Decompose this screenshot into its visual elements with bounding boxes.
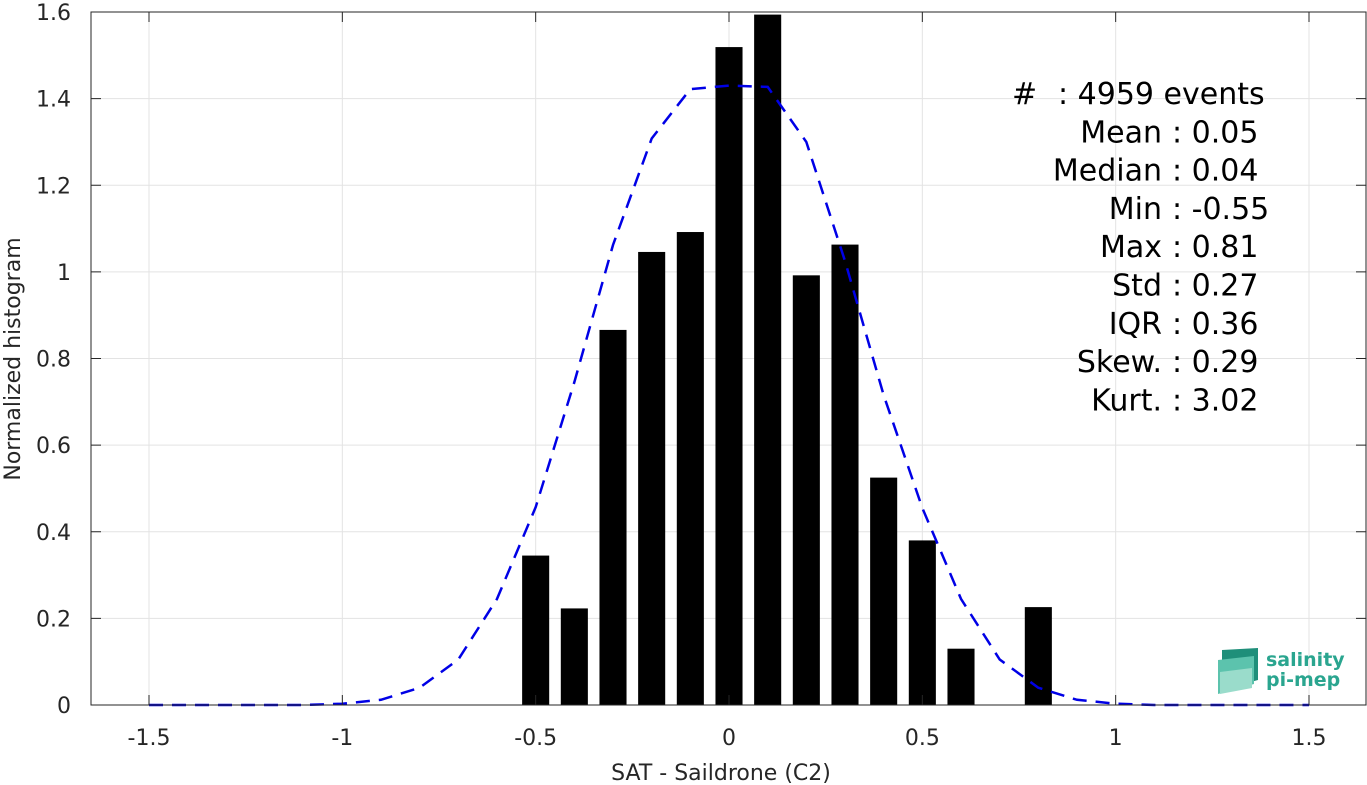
- stat-label: Min: [1109, 192, 1162, 227]
- x-axis-label: SAT - Saildrone (C2): [611, 761, 831, 785]
- stat-row: Max : 0.81: [1100, 230, 1258, 265]
- stat-label: #: [1012, 77, 1037, 112]
- stat-row: Kurt. : 3.02: [1091, 383, 1258, 418]
- stat-value: : 0.29: [1172, 345, 1258, 380]
- histogram-bar: [870, 477, 898, 705]
- stat-row: IQR : 0.36: [1109, 307, 1259, 342]
- stat-row: Median : 0.04: [1053, 154, 1259, 189]
- histogram-bar: [908, 540, 936, 705]
- stat-value: : 0.04: [1172, 154, 1258, 189]
- x-tick-label: 1.5: [1292, 726, 1327, 751]
- y-tick-label: 0.2: [36, 607, 71, 632]
- histogram-bar: [715, 47, 743, 705]
- stat-row: Std : 0.27: [1112, 269, 1258, 304]
- x-tick-label: 0: [722, 726, 736, 751]
- stat-row: Min : -0.55: [1109, 192, 1270, 227]
- stat-value: : 0.81: [1172, 230, 1258, 265]
- x-tick-label: -1: [331, 726, 353, 751]
- stat-row: Mean : 0.05: [1080, 115, 1258, 150]
- y-tick-label: 0.4: [36, 521, 71, 546]
- y-tick-label: 1.2: [36, 174, 71, 199]
- stat-label: Median: [1053, 154, 1162, 189]
- stat-value: : 3.02: [1172, 383, 1258, 418]
- x-tick-label: 1: [1109, 726, 1123, 751]
- y-tick-label: 1.6: [36, 1, 71, 26]
- salinity-pi-mep-logo: salinity pi-mep: [1218, 648, 1345, 694]
- y-tick-label: 0: [57, 694, 71, 719]
- y-tick-label: 0.6: [36, 434, 71, 459]
- histogram-bar: [560, 608, 588, 705]
- x-tick-label: 0.5: [905, 726, 940, 751]
- stat-row: Skew. : 0.29: [1077, 345, 1259, 380]
- stat-value: : 4959 events: [1058, 77, 1265, 112]
- stat-value: : 0.05: [1172, 115, 1258, 150]
- x-axis: -1.5 -1 -0.5 0 0.5 1 1.5: [128, 12, 1327, 751]
- stat-label: Mean: [1080, 115, 1162, 150]
- stat-value: : 0.36: [1172, 307, 1258, 342]
- y-tick-label: 1.4: [36, 88, 71, 113]
- logo-text-pi-mep: pi-mep: [1266, 669, 1340, 691]
- histogram-bar: [522, 555, 550, 705]
- stat-label: IQR: [1109, 307, 1162, 342]
- stat-value: : 0.27: [1172, 269, 1258, 304]
- y-axis-label: Normalized histogram: [1, 237, 26, 480]
- x-tick-label: -0.5: [514, 726, 557, 751]
- y-tick-label: 1: [57, 261, 71, 286]
- logo-waves-icon: [1218, 648, 1258, 694]
- histogram-bar: [599, 329, 627, 705]
- stat-value: : -0.55: [1172, 192, 1269, 227]
- histogram-bar: [754, 14, 782, 705]
- histogram-bar: [1024, 607, 1052, 705]
- stat-label: Max: [1100, 230, 1162, 265]
- histogram-bar: [638, 251, 666, 706]
- x-tick-label: -1.5: [128, 726, 171, 751]
- stat-label: Skew.: [1077, 345, 1162, 380]
- histogram-bar: [792, 275, 820, 705]
- histogram-bar: [947, 648, 975, 705]
- y-tick-label: 0.8: [36, 348, 71, 373]
- stat-label: Kurt.: [1091, 383, 1162, 418]
- y-axis: 0 0.2 0.4 0.6 0.8 1 1.2 1.4 1.6: [36, 1, 1366, 719]
- logo-text-salinity: salinity: [1266, 649, 1345, 671]
- bars: [522, 14, 1052, 706]
- stat-label: Std: [1112, 269, 1162, 304]
- stat-row: # : 4959 events: [1012, 77, 1265, 112]
- histogram-bar: [831, 244, 859, 705]
- histogram-bar: [676, 232, 704, 705]
